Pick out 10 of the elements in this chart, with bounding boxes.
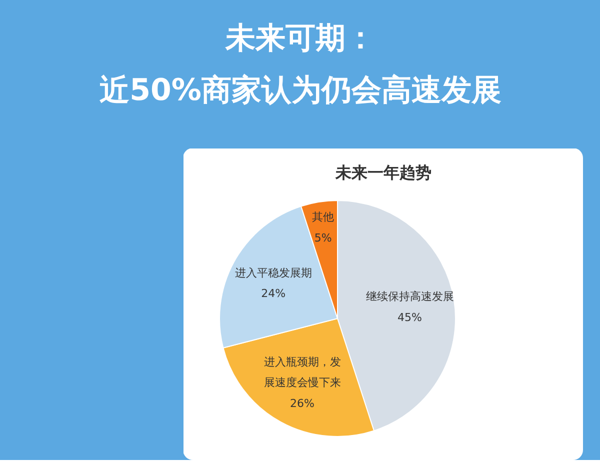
data-label: 45% [398,310,422,324]
data-label: 26% [290,396,314,410]
slice-label: 其他 [312,210,334,224]
slice-label: 继续保持高速发展 [366,290,454,304]
data-label: 24% [261,287,286,300]
chart-subtitle: 未来一年趋势 [334,163,432,182]
slice-label: 进入瓶颈期，发展速度会慢下来 [264,355,341,390]
data-label: 5% [314,231,332,244]
chart-title: 未来可期：近50%商家认为仍会高速发展 [100,21,502,108]
slice-label: 进入平稳发展期 [234,266,312,280]
